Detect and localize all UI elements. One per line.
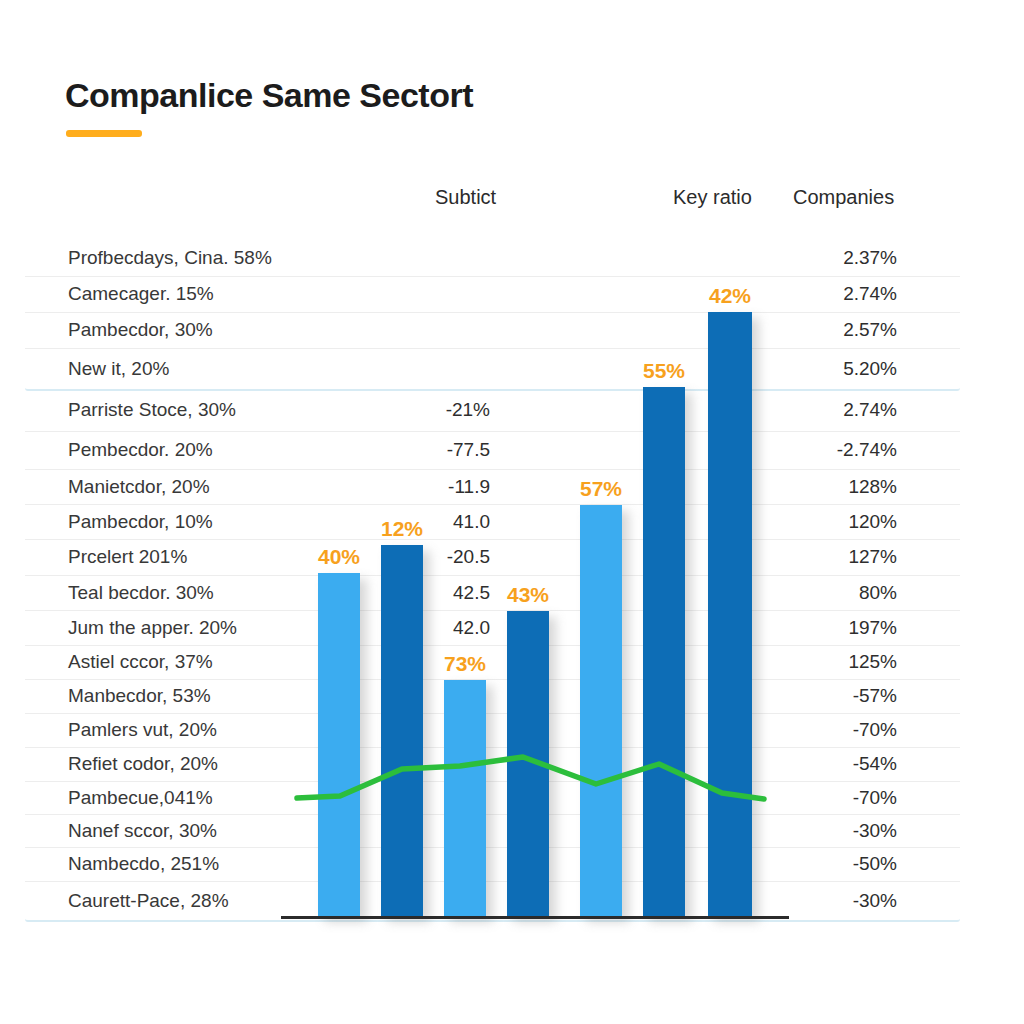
bar-segment <box>381 545 423 916</box>
infographic-canvas: Companlice Same Sectort Subtict Key rati… <box>0 0 1024 1024</box>
bar-segment <box>708 312 752 916</box>
bar-value-label: 57% <box>580 477 622 501</box>
bar-value-label: 12% <box>381 517 423 541</box>
bar-segment <box>643 387 685 916</box>
bar-value-label: 43% <box>507 583 549 607</box>
bar-segment <box>507 611 549 916</box>
bar-value-label: 40% <box>318 545 360 569</box>
x-axis-line <box>281 916 789 919</box>
bar-value-label: 73% <box>444 652 486 676</box>
bar-segment <box>580 505 622 916</box>
bar-value-label: 42% <box>709 284 751 308</box>
bar-chart: 40% 12% 73% 43% 57% 55% 42% <box>0 0 1024 1024</box>
bar-segment <box>444 680 486 916</box>
bar-value-label: 55% <box>643 359 685 383</box>
bar-segment <box>318 573 360 916</box>
